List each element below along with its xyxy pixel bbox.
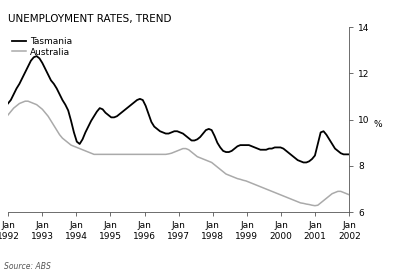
Y-axis label: %: % [374, 120, 383, 129]
Tasmania [80, 138, 85, 141]
Line: Australia: Australia [8, 101, 349, 206]
Tasmania [244, 143, 249, 147]
Australia [80, 148, 85, 151]
Text: Source: ABS: Source: ABS [4, 262, 51, 271]
Tasmania [301, 161, 306, 164]
Australia [244, 179, 249, 183]
Tasmania [34, 54, 39, 58]
Australia [278, 193, 283, 196]
Tasmania [347, 153, 352, 156]
Australia [6, 113, 10, 117]
Tasmania [6, 102, 10, 105]
Tasmania [341, 153, 346, 156]
Tasmania [198, 135, 202, 139]
Australia [312, 204, 317, 207]
Australia [347, 193, 352, 196]
Australia [341, 191, 346, 194]
Legend: Tasmania, Australia: Tasmania, Australia [12, 37, 72, 57]
Australia [23, 100, 27, 103]
Tasmania [100, 108, 105, 111]
Australia [100, 153, 105, 156]
Line: Tasmania: Tasmania [8, 56, 349, 162]
Tasmania [278, 146, 283, 149]
Australia [198, 156, 202, 159]
Text: UNEMPLOYMENT RATES, TREND: UNEMPLOYMENT RATES, TREND [8, 14, 172, 24]
